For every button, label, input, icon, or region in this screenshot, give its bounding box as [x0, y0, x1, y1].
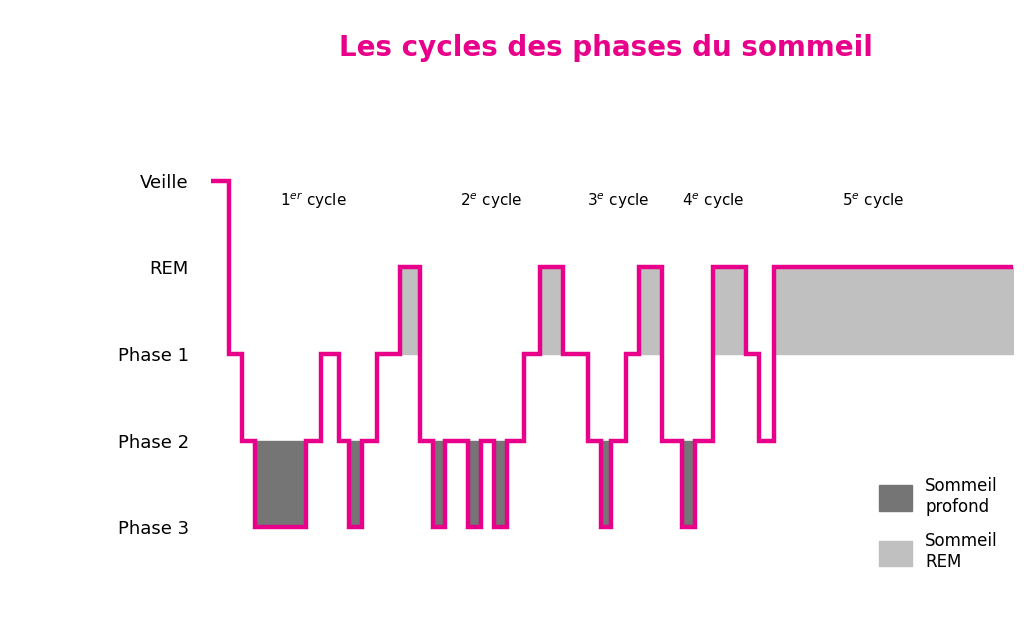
Title: Les cycles des phases du sommeil: Les cycles des phases du sommeil [339, 34, 873, 62]
Text: 2$^{e}$ cycle: 2$^{e}$ cycle [461, 192, 522, 211]
Text: 5$^{e}$ cycle: 5$^{e}$ cycle [842, 192, 905, 211]
Text: 3$^{e}$ cycle: 3$^{e}$ cycle [587, 192, 650, 211]
Text: 1$^{er}$ cycle: 1$^{er}$ cycle [280, 190, 346, 211]
Text: 4$^{e}$ cycle: 4$^{e}$ cycle [682, 192, 744, 211]
Legend: Sommeil
profond, Sommeil
REM: Sommeil profond, Sommeil REM [872, 470, 1004, 578]
